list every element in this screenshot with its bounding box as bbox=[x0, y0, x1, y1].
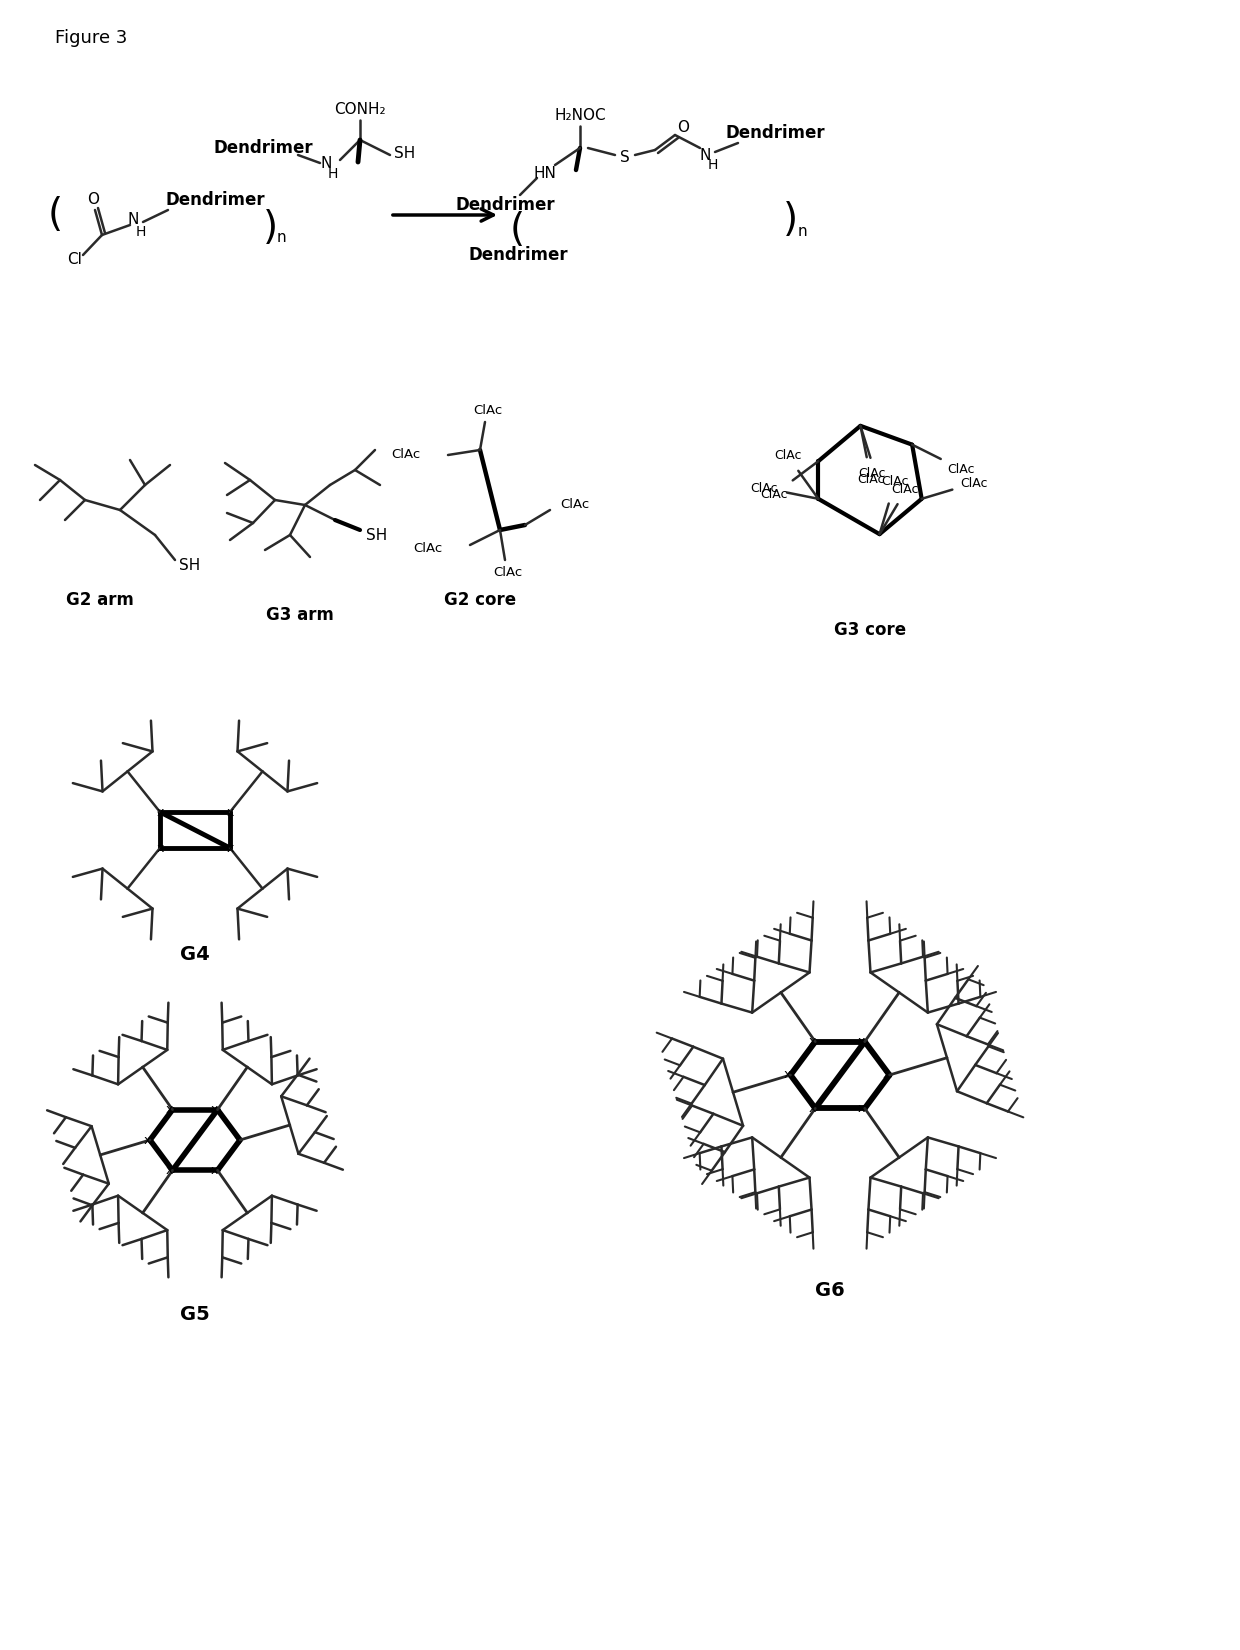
Text: ClAc: ClAc bbox=[391, 449, 420, 462]
Text: x: x bbox=[211, 1104, 218, 1115]
Text: x: x bbox=[156, 805, 164, 818]
Text: Figure 3: Figure 3 bbox=[55, 30, 128, 46]
Text: ClAc: ClAc bbox=[858, 474, 885, 487]
Text: x: x bbox=[211, 1163, 218, 1176]
Text: x: x bbox=[227, 805, 233, 818]
Text: (: ( bbox=[510, 211, 525, 249]
Text: (: ( bbox=[47, 196, 62, 234]
Text: ): ) bbox=[782, 201, 797, 239]
Text: Dendrimer: Dendrimer bbox=[165, 191, 265, 210]
Text: ClAc: ClAc bbox=[494, 566, 522, 579]
Text: x: x bbox=[858, 1102, 866, 1115]
Text: x: x bbox=[233, 1134, 241, 1147]
Text: ClAc: ClAc bbox=[882, 475, 909, 488]
Text: CONH₂: CONH₂ bbox=[335, 102, 386, 117]
Text: ClAc: ClAc bbox=[560, 498, 590, 512]
Text: N: N bbox=[320, 155, 331, 170]
Text: H₂NOC: H₂NOC bbox=[554, 107, 606, 122]
Text: G2 core: G2 core bbox=[444, 591, 516, 609]
Text: x: x bbox=[227, 842, 233, 855]
Text: ClAc: ClAc bbox=[890, 483, 919, 495]
Text: x: x bbox=[784, 1069, 791, 1081]
Text: O: O bbox=[87, 193, 99, 208]
Text: SH: SH bbox=[394, 145, 415, 160]
Text: n: n bbox=[277, 231, 285, 246]
Text: H: H bbox=[327, 167, 339, 182]
Text: Dendrimer: Dendrimer bbox=[469, 246, 568, 264]
Text: G4: G4 bbox=[180, 945, 210, 965]
Text: x: x bbox=[858, 1035, 866, 1048]
Text: Cl: Cl bbox=[67, 252, 82, 267]
Text: H: H bbox=[136, 224, 146, 239]
Text: N: N bbox=[128, 213, 139, 228]
Text: ClAc: ClAc bbox=[961, 477, 988, 490]
Text: x: x bbox=[808, 1035, 816, 1048]
Text: x: x bbox=[166, 1104, 174, 1115]
Text: ClAc: ClAc bbox=[413, 541, 441, 554]
Text: G3 core: G3 core bbox=[835, 620, 906, 639]
Text: x: x bbox=[883, 1069, 890, 1081]
Text: ClAc: ClAc bbox=[750, 482, 779, 495]
Text: H: H bbox=[708, 158, 718, 172]
Text: n: n bbox=[797, 224, 807, 239]
Text: S: S bbox=[620, 150, 630, 165]
Text: G5: G5 bbox=[180, 1305, 210, 1325]
Text: ClAc: ClAc bbox=[775, 449, 802, 462]
Text: x: x bbox=[808, 1102, 816, 1115]
Text: G2 arm: G2 arm bbox=[66, 591, 134, 609]
Text: ): ) bbox=[263, 210, 278, 248]
Text: x: x bbox=[144, 1134, 151, 1147]
Text: G6: G6 bbox=[815, 1280, 844, 1300]
Text: Dendrimer: Dendrimer bbox=[455, 196, 554, 214]
Text: HN: HN bbox=[533, 165, 557, 180]
Text: ClAc: ClAc bbox=[474, 404, 502, 416]
Text: SH: SH bbox=[366, 528, 388, 543]
Text: ClAc: ClAc bbox=[760, 488, 789, 500]
Text: N: N bbox=[699, 147, 711, 162]
Text: x: x bbox=[166, 1163, 174, 1176]
Text: x: x bbox=[156, 842, 164, 855]
Text: ClAc: ClAc bbox=[947, 462, 975, 475]
Text: Dendrimer: Dendrimer bbox=[725, 124, 825, 142]
Text: SH: SH bbox=[180, 558, 201, 573]
Text: ClAc: ClAc bbox=[858, 467, 887, 480]
Text: G3 arm: G3 arm bbox=[267, 606, 334, 624]
Text: O: O bbox=[677, 119, 689, 135]
Text: Dendrimer: Dendrimer bbox=[213, 139, 312, 157]
